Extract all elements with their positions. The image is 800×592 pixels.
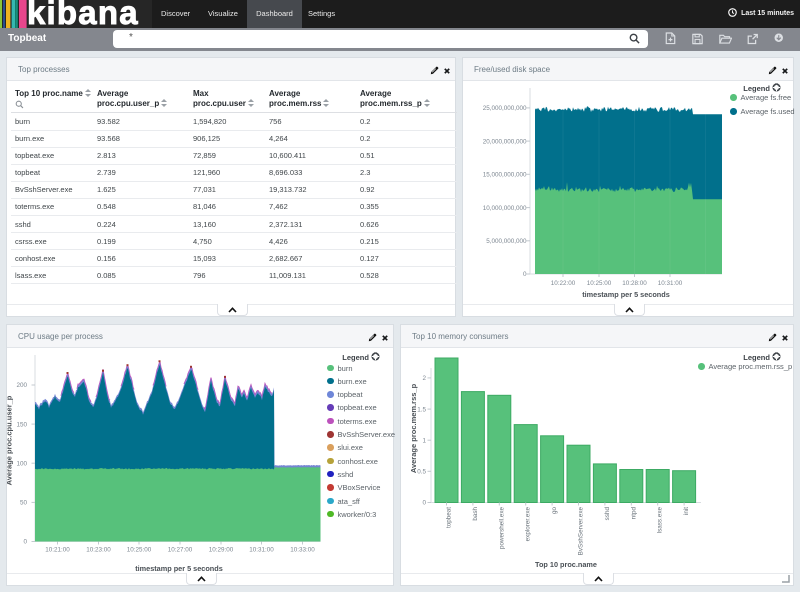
svg-text:20,000,000,000: 20,000,000,000: [483, 138, 527, 145]
svg-text:5,000,000,000: 5,000,000,000: [486, 238, 527, 245]
svg-text:10:33:00: 10:33:00: [290, 547, 315, 554]
svg-text:timestamp per 5 seconds: timestamp per 5 seconds: [582, 290, 670, 299]
svg-text:BvSshServer.exe: BvSshServer.exe: [578, 507, 585, 556]
svg-text:10:23:00: 10:23:00: [86, 547, 111, 554]
svg-text:go: go: [551, 507, 558, 515]
svg-text:10:27:00: 10:27:00: [168, 547, 193, 554]
svg-text:10,000,000,000: 10,000,000,000: [483, 205, 527, 212]
svg-text:Average proc.mem.rss_p: Average proc.mem.rss_p: [409, 383, 418, 473]
svg-text:0: 0: [523, 271, 527, 278]
svg-text:Average proc.cpu.user_p: Average proc.cpu.user_p: [7, 395, 14, 485]
svg-text:10:25:00: 10:25:00: [587, 280, 612, 287]
svg-text:100: 100: [16, 461, 27, 468]
svg-text:powershell.exe: powershell.exe: [498, 507, 505, 550]
svg-text:10:28:00: 10:28:00: [622, 280, 647, 287]
svg-text:sshd: sshd: [604, 507, 611, 521]
svg-text:50: 50: [20, 500, 28, 507]
svg-text:0: 0: [422, 500, 426, 507]
svg-text:10:29:00: 10:29:00: [209, 547, 234, 554]
svg-text:explorer.exe: explorer.exe: [525, 507, 532, 542]
svg-text:lsass.exe: lsass.exe: [657, 507, 664, 534]
svg-text:10:22:00: 10:22:00: [551, 280, 576, 287]
svg-text:10:25:00: 10:25:00: [127, 547, 152, 554]
svg-text:15,000,000,000: 15,000,000,000: [483, 172, 527, 179]
svg-text:10:31:00: 10:31:00: [658, 280, 683, 287]
svg-text:1: 1: [422, 437, 426, 444]
svg-text:25,000,000,000: 25,000,000,000: [483, 105, 527, 112]
svg-text:10:21:00: 10:21:00: [45, 547, 70, 554]
svg-text:topbeat: topbeat: [446, 507, 453, 528]
svg-text:0.5: 0.5: [417, 469, 426, 476]
svg-text:200: 200: [16, 382, 27, 389]
svg-text:150: 150: [16, 421, 27, 428]
svg-text:2: 2: [422, 375, 426, 382]
svg-text:bash: bash: [472, 507, 479, 521]
svg-text:Top 10 proc.name: Top 10 proc.name: [535, 560, 597, 569]
svg-text:init: init: [683, 507, 690, 515]
svg-text:0: 0: [23, 539, 27, 546]
svg-text:1.5: 1.5: [417, 406, 426, 413]
svg-text:10:31:00: 10:31:00: [249, 547, 274, 554]
svg-text:timestamp per 5 seconds: timestamp per 5 seconds: [135, 564, 223, 573]
svg-text:ntpd: ntpd: [630, 507, 637, 520]
